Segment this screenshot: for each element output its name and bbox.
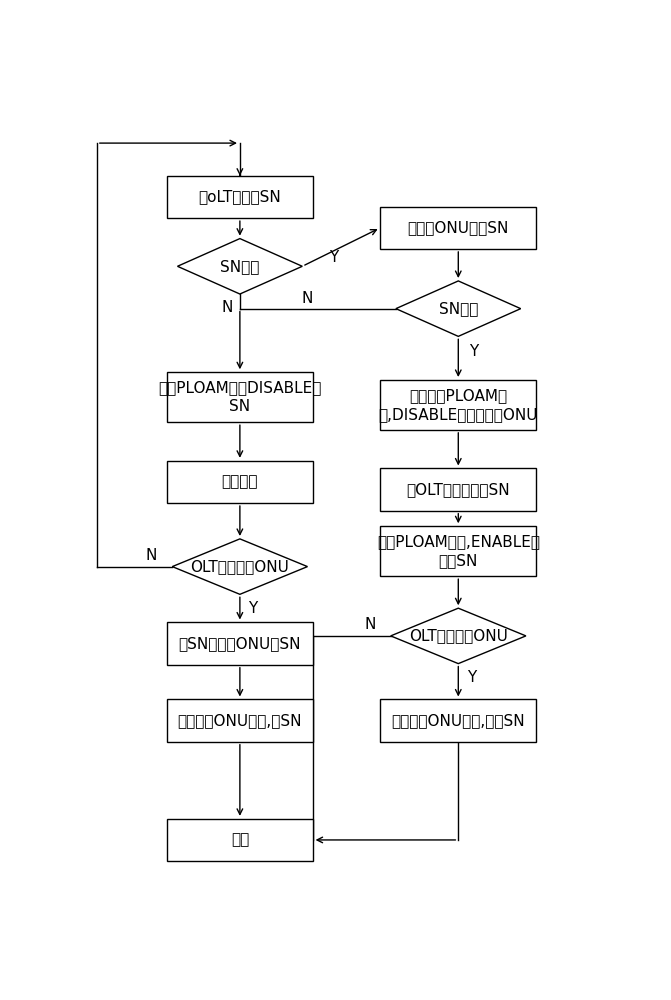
Text: 读OLT注册授权表SN: 读OLT注册授权表SN	[407, 482, 510, 497]
Bar	[167, 176, 313, 218]
Bar	[167, 461, 313, 503]
Polygon shape	[172, 539, 307, 594]
Text: N: N	[302, 291, 313, 306]
Text: Y: Y	[248, 601, 258, 616]
Bar	[380, 380, 536, 430]
Polygon shape	[396, 281, 521, 336]
Text: 该SN为流洓ONU的SN: 该SN为流洓ONU的SN	[178, 636, 301, 651]
Text: 发送PLOAM消息,ENABLE授
权表SN: 发送PLOAM消息,ENABLE授 权表SN	[377, 534, 539, 568]
Text: 读oLT授权表SN: 读oLT授权表SN	[199, 190, 281, 205]
Bar	[380, 207, 536, 249]
Text: 发送PLOAM消息DISABLE该
SN: 发送PLOAM消息DISABLE该 SN	[158, 380, 321, 414]
Text: Y: Y	[466, 670, 476, 685]
Bar	[380, 526, 536, 576]
Text: SN为空: SN为空	[220, 259, 260, 274]
Bar	[167, 622, 313, 665]
Text: SN为空: SN为空	[439, 301, 478, 316]
Text: N: N	[146, 548, 157, 563]
Text: N: N	[221, 300, 233, 315]
Text: 上报流洓ONU告警,含SN: 上报流洓ONU告警,含SN	[178, 713, 302, 728]
Bar	[167, 819, 313, 861]
Text: N: N	[364, 617, 376, 632]
Bar	[380, 468, 536, 511]
Polygon shape	[391, 608, 526, 664]
Text: 延时等待: 延时等待	[221, 474, 258, 489]
Bar	[167, 372, 313, 422]
Text: Y: Y	[329, 250, 338, 265]
Text: Y: Y	[469, 344, 478, 359]
Text: OLT可以发现ONU: OLT可以发现ONU	[409, 628, 508, 643]
Text: 发送广播PLOAM消
息,DISABLE所有的在线ONU: 发送广播PLOAM消 息,DISABLE所有的在线ONU	[378, 388, 538, 422]
Text: 结束: 结束	[231, 832, 249, 847]
Text: 上报流洓ONU告警,不含SN: 上报流洓ONU告警,不含SN	[391, 713, 525, 728]
Polygon shape	[177, 239, 302, 294]
Text: OLT可以发现ONU: OLT可以发现ONU	[191, 559, 289, 574]
Bar	[167, 699, 313, 742]
Text: 读在线ONU表的SN: 读在线ONU表的SN	[407, 220, 509, 235]
Bar	[380, 699, 536, 742]
